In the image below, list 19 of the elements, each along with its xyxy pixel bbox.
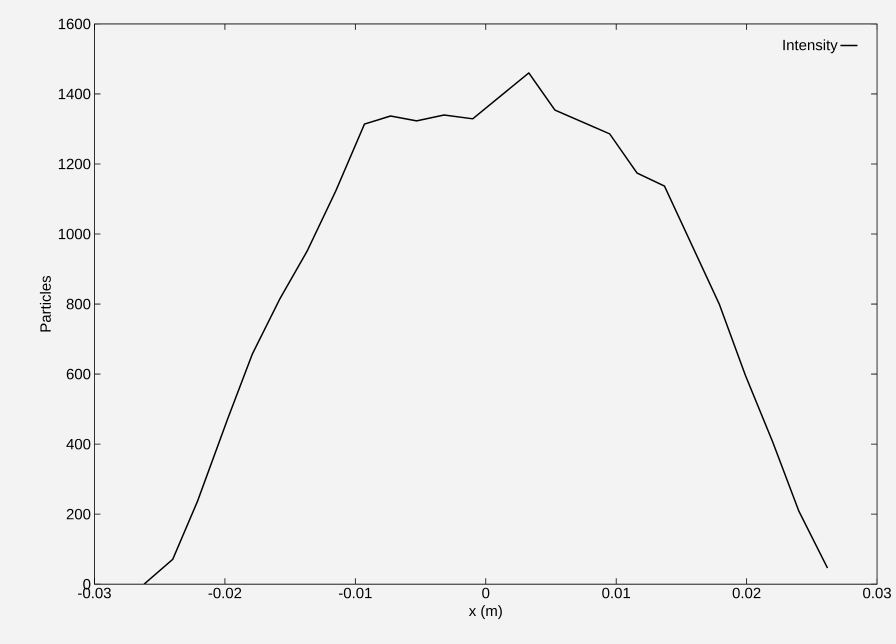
y-tick-label: 1000	[58, 228, 90, 240]
x-axis-title: x (m)	[468, 605, 502, 620]
y-tick-label: 0	[83, 578, 90, 590]
y-tick-label: 1400	[58, 88, 90, 100]
x-tick-label: 0.01	[602, 588, 630, 598]
y-tick-label: 1600	[58, 18, 90, 30]
y-tick-label: 1200	[58, 158, 90, 170]
y-tick-label: 800	[66, 298, 90, 310]
x-tick-label: -0.03	[78, 588, 111, 598]
y-tick-label: 400	[66, 438, 90, 450]
x-tick-label: 0	[482, 588, 490, 598]
y-axis-title: Particles	[40, 276, 51, 332]
y-tick-label: 200	[66, 508, 90, 520]
x-tick-label: 0.02	[732, 588, 760, 598]
x-tick-label: 0.03	[863, 588, 891, 598]
x-tick-label: -0.01	[338, 588, 372, 598]
y-tick-label: 600	[66, 368, 90, 380]
legend-label: Intensity	[783, 39, 838, 54]
x-tick-label: -0.02	[208, 588, 242, 598]
